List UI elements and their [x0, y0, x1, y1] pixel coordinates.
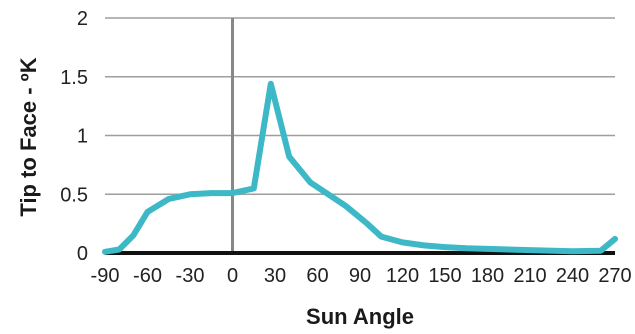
- y-tick-label: 0.5: [60, 184, 88, 206]
- x-tick-label: 240: [556, 265, 589, 287]
- y-tick-label: 0: [77, 243, 88, 265]
- y-tick-label: 1.5: [60, 67, 88, 89]
- series-layer: [102, 80, 618, 255]
- y-tick-label: 1: [77, 126, 88, 148]
- x-tick-label: -60: [133, 265, 162, 287]
- x-tick-label: 60: [306, 265, 328, 287]
- x-axis-title: Sun Angle: [306, 304, 414, 329]
- tick-labels: 0 0.5 1 1.5 2 -90 -60 -30 0 30 60 90 120 150 180 210 240…: [60, 8, 632, 287]
- x-tick-label: 150: [428, 265, 461, 287]
- x-tick-label: -30: [176, 265, 205, 287]
- x-tick-label: 180: [471, 265, 504, 287]
- x-tick-label: 0: [227, 265, 238, 287]
- x-tick-label: 210: [513, 265, 546, 287]
- x-tick-label: 270: [598, 265, 631, 287]
- x-tick-label: 120: [386, 265, 419, 287]
- x-tick-label: 90: [349, 265, 371, 287]
- series-line-0: [102, 80, 618, 255]
- y-tick-label: 2: [77, 8, 88, 30]
- x-tick-label: -90: [91, 265, 120, 287]
- x-tick-label: 30: [264, 265, 286, 287]
- y-axis-title: Tip to Face - ºK: [16, 57, 41, 216]
